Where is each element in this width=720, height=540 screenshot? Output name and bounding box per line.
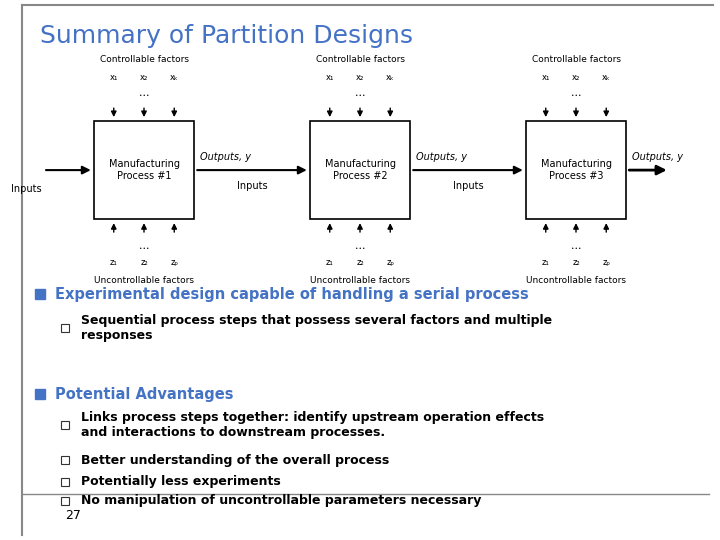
Text: x₁: x₁ [541, 73, 550, 82]
Text: Experimental design capable of handling a serial process: Experimental design capable of handling … [55, 287, 529, 302]
Text: Outputs, y: Outputs, y [200, 152, 251, 161]
Text: Controllable factors: Controllable factors [531, 55, 621, 64]
Text: z₂: z₂ [356, 259, 364, 267]
Text: ...: ... [139, 89, 149, 98]
Text: x₂: x₂ [356, 73, 364, 82]
Bar [94, 122, 194, 219]
Text: z₁: z₁ [542, 259, 549, 267]
Text: x₂: x₂ [572, 73, 580, 82]
Text: Manufacturing
Process #2: Manufacturing Process #2 [325, 159, 395, 181]
Text: Outputs, y: Outputs, y [632, 152, 683, 161]
Text: 27: 27 [65, 509, 81, 522]
Text: zₚ: zₚ [386, 259, 395, 267]
Text: ...: ... [139, 241, 149, 251]
Text: z₁: z₁ [110, 259, 117, 267]
Text: x₂: x₂ [140, 73, 148, 82]
Text: Potentially less experiments: Potentially less experiments [81, 475, 280, 488]
Text: Links process steps together: identify upstream operation effects
and interactio: Links process steps together: identify u… [81, 411, 544, 439]
Text: Inputs: Inputs [237, 181, 267, 191]
Text: Manufacturing
Process #3: Manufacturing Process #3 [541, 159, 611, 181]
Text: ...: ... [355, 89, 365, 98]
Text: zₚ: zₚ [170, 259, 179, 267]
Text: Uncontrollable factors: Uncontrollable factors [310, 276, 410, 285]
Text: Controllable factors: Controllable factors [315, 55, 405, 64]
Text: x₁: x₁ [109, 73, 118, 82]
Text: Better understanding of the overall process: Better understanding of the overall proc… [81, 454, 389, 467]
Text: Manufacturing
Process #1: Manufacturing Process #1 [109, 159, 179, 181]
Text: Uncontrollable factors: Uncontrollable factors [526, 276, 626, 285]
Text: ...: ... [571, 89, 581, 98]
Text: Potential Advantages: Potential Advantages [55, 387, 234, 402]
Text: ...: ... [355, 241, 365, 251]
Text: zₚ: zₚ [602, 259, 611, 267]
Text: xₖ: xₖ [602, 73, 611, 82]
Text: z₁: z₁ [326, 259, 333, 267]
Text: Uncontrollable factors: Uncontrollable factors [94, 276, 194, 285]
Text: xₖ: xₖ [170, 73, 179, 82]
Text: ...: ... [571, 241, 581, 251]
Text: Sequential process steps that possess several factors and multiple
responses: Sequential process steps that possess se… [81, 314, 552, 342]
Text: Inputs: Inputs [453, 181, 483, 191]
Text: xₖ: xₖ [386, 73, 395, 82]
Text: Inputs: Inputs [11, 184, 42, 194]
Text: x₁: x₁ [325, 73, 334, 82]
Bar [310, 122, 410, 219]
Text: z₂: z₂ [140, 259, 148, 267]
Text: No manipulation of uncontrollable parameters necessary: No manipulation of uncontrollable parame… [81, 494, 481, 507]
Bar [526, 122, 626, 219]
Text: Summary of Partition Designs: Summary of Partition Designs [40, 24, 413, 48]
Text: Outputs, y: Outputs, y [416, 152, 467, 161]
Text: Controllable factors: Controllable factors [99, 55, 189, 64]
Text: z₂: z₂ [572, 259, 580, 267]
